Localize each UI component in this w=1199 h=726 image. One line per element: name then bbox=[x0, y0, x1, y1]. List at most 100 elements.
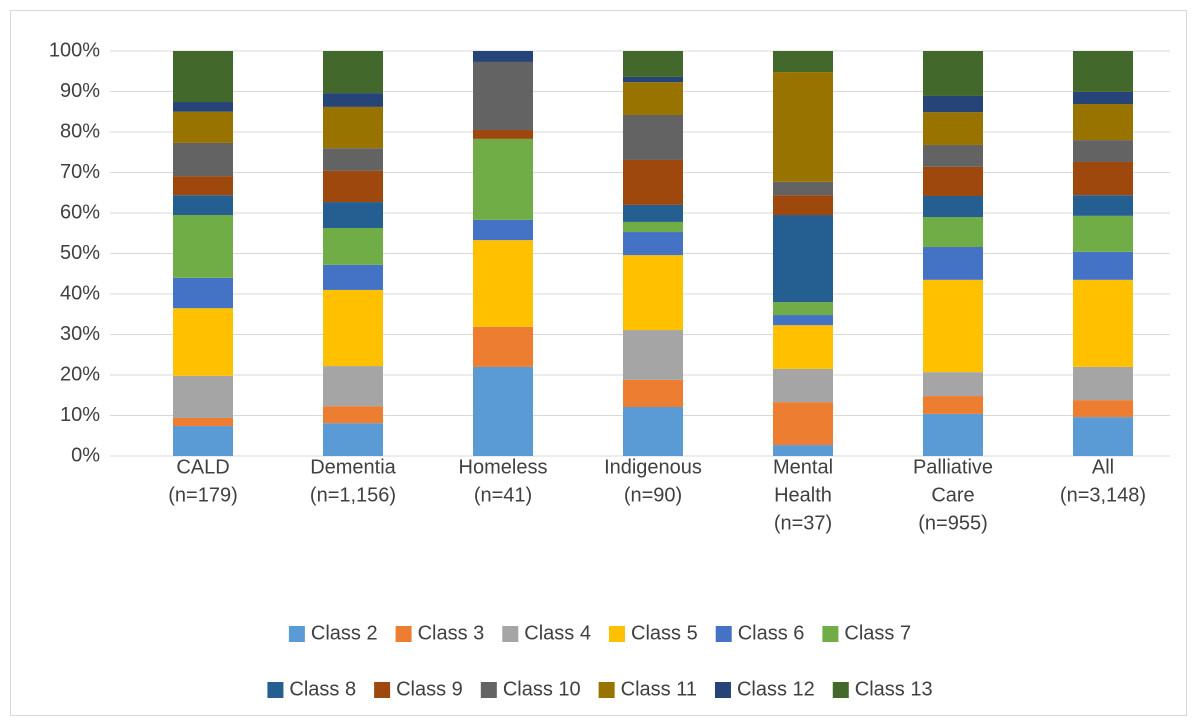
bar-segment bbox=[923, 217, 983, 248]
legend-label: Class 6 bbox=[738, 622, 805, 644]
y-tick-label: 10% bbox=[60, 404, 100, 426]
x-tick-label: All bbox=[1092, 456, 1114, 478]
bar-segment bbox=[1073, 51, 1133, 92]
legend-swatch bbox=[714, 682, 731, 698]
bar-segment bbox=[473, 51, 533, 62]
legend-swatch bbox=[598, 682, 615, 698]
legend-swatch bbox=[374, 682, 391, 698]
bar-segment bbox=[1073, 279, 1133, 367]
bar-segment bbox=[473, 129, 533, 139]
bar-segment bbox=[773, 215, 833, 303]
bar-segment bbox=[1073, 366, 1133, 401]
legend-label: Class 4 bbox=[524, 622, 591, 644]
x-tick-label: (n=1,156) bbox=[310, 484, 396, 506]
bar-segment bbox=[923, 279, 983, 373]
bar-segment bbox=[323, 423, 383, 456]
x-tick-label: Dementia bbox=[310, 456, 396, 478]
x-tick-label: (n=955) bbox=[918, 512, 988, 534]
bar-segment bbox=[473, 61, 533, 130]
bar-segment bbox=[323, 366, 383, 407]
bar-segment bbox=[473, 366, 533, 456]
bar-segment bbox=[623, 221, 683, 233]
bar-segment bbox=[1073, 140, 1133, 162]
bar-segment bbox=[323, 227, 383, 265]
bar-segment bbox=[623, 330, 683, 380]
bar-segment bbox=[923, 195, 983, 218]
bar-segment bbox=[173, 195, 233, 216]
bar-segment bbox=[623, 232, 683, 256]
bar-segment bbox=[623, 76, 683, 83]
y-tick-label: 70% bbox=[60, 161, 100, 183]
legend-label: Class 5 bbox=[631, 622, 698, 644]
y-tick-label: 0% bbox=[71, 444, 100, 466]
bar-segment bbox=[773, 445, 833, 456]
x-tick-label: Homeless bbox=[459, 456, 548, 478]
bar-segment bbox=[173, 417, 233, 427]
legend-swatch bbox=[502, 626, 519, 642]
x-tick-label: (n=37) bbox=[774, 512, 832, 534]
bar-segment bbox=[773, 51, 833, 73]
bar-segment bbox=[173, 51, 233, 103]
y-tick-label: 50% bbox=[60, 242, 100, 264]
bar-segment bbox=[623, 159, 683, 205]
y-tick-label: 80% bbox=[60, 120, 100, 142]
bar-segment bbox=[323, 148, 383, 171]
bar-segment bbox=[923, 112, 983, 145]
bar-segment bbox=[923, 51, 983, 96]
bar-segment bbox=[923, 372, 983, 397]
bar-segment bbox=[473, 326, 533, 367]
bar-segment bbox=[173, 308, 233, 376]
legend-label: Class 10 bbox=[503, 678, 581, 700]
bar-segment bbox=[323, 170, 383, 203]
legend-swatch bbox=[267, 682, 284, 698]
legend-swatch bbox=[395, 626, 412, 642]
bar-segment bbox=[473, 240, 533, 327]
x-tick-label: Palliative bbox=[913, 456, 993, 478]
bar-segment bbox=[173, 111, 233, 143]
x-tick-label: Care bbox=[931, 484, 974, 506]
bar-segment bbox=[1073, 104, 1133, 141]
x-tick-label: (n=3,148) bbox=[1060, 484, 1146, 506]
bar-segment bbox=[923, 166, 983, 196]
bar-segment bbox=[773, 402, 833, 446]
bar-segment bbox=[773, 315, 833, 326]
bar-segment bbox=[473, 219, 533, 241]
bar-segment bbox=[623, 255, 683, 331]
x-tick-label: (n=90) bbox=[624, 484, 682, 506]
bar-segment bbox=[323, 264, 383, 290]
legend-label: Class 2 bbox=[311, 622, 378, 644]
bar-segment bbox=[473, 138, 533, 220]
bar-segment bbox=[773, 302, 833, 316]
x-tick-label: Indigenous bbox=[604, 456, 702, 478]
y-tick-label: 20% bbox=[60, 363, 100, 385]
bar-segment bbox=[923, 144, 983, 167]
bar-segment bbox=[1073, 195, 1133, 216]
bar-segment bbox=[923, 396, 983, 414]
x-tick-label: (n=41) bbox=[474, 484, 532, 506]
bar-segment bbox=[623, 114, 683, 160]
legend-label: Class 8 bbox=[289, 678, 356, 700]
y-tick-label: 40% bbox=[60, 282, 100, 304]
bar-segment bbox=[773, 181, 833, 196]
bar-segment bbox=[323, 51, 383, 94]
legend-swatch bbox=[288, 626, 305, 642]
bar-segment bbox=[1073, 161, 1133, 196]
bar-segment bbox=[323, 106, 383, 149]
bar-segment bbox=[1073, 91, 1133, 105]
bar-segment bbox=[623, 82, 683, 115]
bar-segment bbox=[623, 406, 683, 456]
bar-segment bbox=[173, 176, 233, 196]
legend-label: Class 9 bbox=[396, 678, 463, 700]
y-tick-label: 90% bbox=[60, 80, 100, 102]
bar-segment bbox=[323, 406, 383, 424]
legend-swatch bbox=[822, 626, 839, 642]
bar-segment bbox=[1073, 400, 1133, 418]
legend-label: Class 3 bbox=[418, 622, 485, 644]
bar-segment bbox=[623, 379, 683, 407]
x-tick-label: (n=179) bbox=[168, 484, 238, 506]
x-tick-label: Health bbox=[774, 484, 832, 506]
bar-segment bbox=[323, 289, 383, 367]
bar-segment bbox=[173, 277, 233, 309]
